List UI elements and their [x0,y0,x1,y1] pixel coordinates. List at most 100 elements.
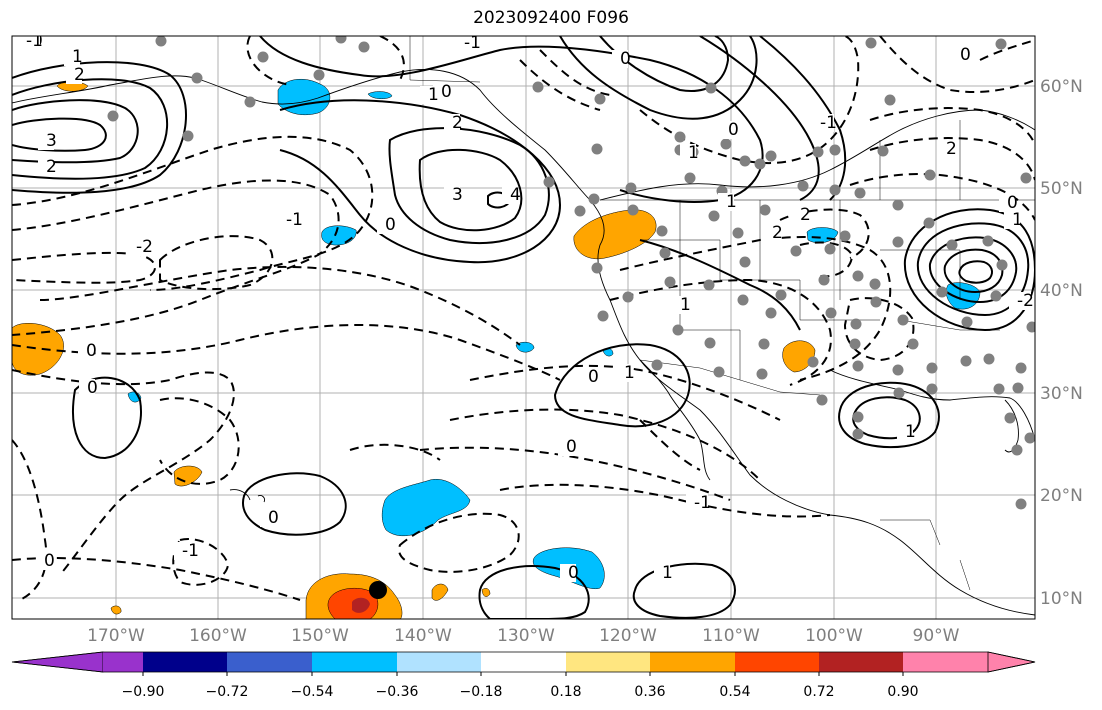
lon-tick-label: 160°W [189,626,247,646]
colorbar-segment [481,652,566,672]
contour-label: -2 [136,237,153,257]
contour-label: 2 [452,113,463,133]
contours-positive [12,36,1035,619]
contour-labels: 01232-101234-2-101200-1120-2101120-1000-… [18,31,1034,583]
contour-label-bg [1009,292,1031,310]
longitude-axis: 170°W 160°W 150°W 140°W 130°W 120°W 110°… [87,626,960,646]
colorbar-segment [143,652,227,672]
colorbar-tick-label: 0.90 [887,684,918,700]
contour-label: 0 [1007,193,1018,213]
contour-label: -1 [820,113,837,133]
contour-label: 1 [688,143,699,163]
contour-label: 0 [728,120,739,140]
lat-tick-label: 20°N [1040,486,1083,506]
contour-label-bg [616,364,632,382]
contour-label-bg [128,238,150,256]
contour-label-bg [36,552,52,570]
lon-tick-label: 130°W [497,626,555,646]
contour-label-bg [38,158,54,176]
colorbar-tick-label: 0.36 [634,684,665,700]
contour-label: 1 [624,363,635,383]
contour-label: 2 [74,65,85,85]
colorbar: −0.90 −0.72 −0.54 −0.36 −0.18 0.18 0.36 0.54 0.7… [11,651,1036,700]
lat-tick-label: 60°N [1040,77,1083,97]
lon-tick-label: 170°W [87,626,145,646]
colorbar-segment [735,652,819,672]
contour-label: 3 [452,185,463,205]
colorbar-segment [650,652,735,672]
colorbar-segment [227,652,312,672]
contour-label-bg [64,48,80,66]
contour-label: 0 [566,437,577,457]
contour-label-bg [558,438,574,456]
colorbar-tick-label: 0.72 [803,684,834,700]
colorbar-extend-low [11,651,104,673]
contour-label-bg [444,114,460,132]
contour-label-bg [278,211,300,229]
contour-label: 2 [46,157,57,177]
plot-area [12,36,1035,619]
contour-label: -1 [26,31,43,51]
contour-label: 4 [510,185,521,205]
contour-label-bg [456,36,478,52]
lat-tick-label: 50°N [1040,179,1083,199]
contour-label: 0 [268,508,279,528]
contour-label: 1 [680,295,691,315]
contour-label-bg [686,494,708,512]
contour-label-bg [952,46,968,64]
lon-tick-label: 150°W [291,626,349,646]
contour-label-bg [764,224,780,242]
contour-label-bg [66,66,82,84]
contour-label-bg [999,194,1015,212]
contour-label-bg [260,509,276,527]
contour-label: 0 [385,215,396,235]
colorbar-segment [566,652,650,672]
lon-tick-label: 100°W [805,626,863,646]
colorbar-tick-label: −0.90 [122,684,165,700]
latitude-axis: 60°N 50°N 40°N 30°N 20°N 10°N [1040,77,1083,609]
contour-label-bg [18,36,40,50]
contour-label-bg [433,83,449,101]
contour-label-bg [580,368,596,386]
contour-label-bg [612,50,628,68]
colorbar-tick-label: 0.54 [719,684,750,700]
contour-label: 0 [568,563,579,583]
contour-label: -1 [286,210,303,230]
contour-label-bg [560,564,576,582]
plot-frame [11,35,1036,620]
contour-label: 0 [441,82,452,102]
contours-negative [12,36,1035,601]
colorbar-segment [819,652,903,672]
colorbar-tick-label: −0.18 [460,684,503,700]
colorbar-tick-label: −0.36 [376,684,419,700]
contour-label-bg [897,423,913,441]
contour-label: 2 [800,205,811,225]
lon-tick-label: 110°W [702,626,760,646]
contour-label-bg [79,379,95,397]
colorbar-tick-label: −0.72 [206,684,249,700]
lon-tick-label: 120°W [599,626,657,646]
lat-tick-label: 40°N [1040,281,1083,301]
contour-label: 1 [905,422,916,442]
contour-label: 1 [1012,210,1023,230]
contour-label-bg [720,121,736,139]
contour-label: 0 [960,45,971,65]
contour-label-bg [654,564,670,582]
lat-tick-label: 10°N [1040,589,1083,609]
contour-label: 0 [44,551,55,571]
contour-label: 0 [86,341,97,361]
contour-label: 2 [946,139,957,159]
contour-label-bg [1004,211,1020,229]
colorbar-outline [11,651,1036,673]
lon-tick-label: 140°W [394,626,452,646]
contour-label: 3 [46,131,57,151]
contour-label: -1 [694,493,711,513]
contour-label-bg [377,216,393,234]
contour-label-bg [38,132,54,150]
colorbar-tick-label: 0.18 [550,684,581,700]
contour-label: 2 [772,223,783,243]
map-title: 2023092400 F096 [473,8,629,28]
contour-label-bg [502,186,518,204]
lon-tick-label: 90°W [913,626,960,646]
colorbar-tick-label: −0.54 [291,684,334,700]
